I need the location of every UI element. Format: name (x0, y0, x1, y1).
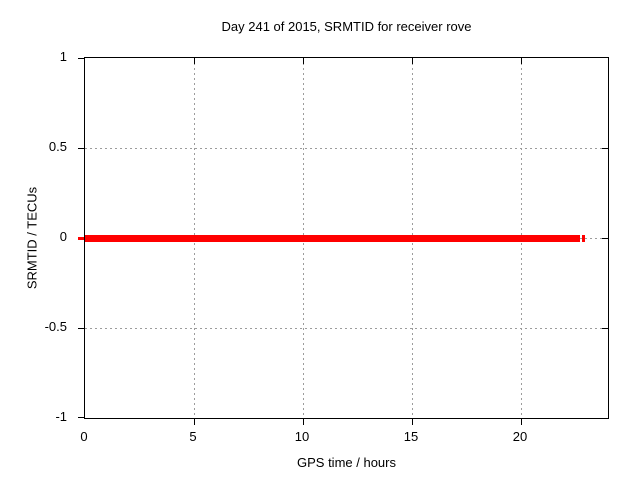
gridline-horizontal (85, 148, 608, 149)
x-tick-mark (412, 419, 413, 425)
x-tick-label: 10 (294, 429, 310, 444)
x-axis-title: GPS time / hours (297, 455, 396, 470)
y-tick-label: 0 (59, 229, 67, 244)
series-line-segment (85, 235, 580, 242)
x-tick-label: 15 (403, 429, 419, 444)
y-tick-label: -1 (55, 409, 67, 424)
x-tick-mark (303, 419, 304, 425)
y-tick-label: 1 (59, 49, 67, 64)
y-tick-mark (78, 417, 84, 418)
plot-area (78, 57, 609, 425)
x-tick-mark (521, 419, 522, 425)
y-tick-mark-mirror (602, 238, 608, 239)
x-tick-mark-mirror (194, 58, 195, 64)
y-tick-mark-mirror (602, 148, 608, 149)
x-tick-label: 5 (189, 429, 197, 444)
x-tick-label: 20 (512, 429, 528, 444)
y-tick-mark-mirror (602, 328, 608, 329)
x-tick-mark-mirror (412, 58, 413, 64)
y-tick-label: -0.5 (44, 319, 67, 334)
x-tick-mark-mirror (303, 58, 304, 64)
gridline-horizontal (85, 328, 608, 329)
series-line-segment (582, 235, 585, 242)
chart-title: Day 241 of 2015, SRMTID for receiver rov… (221, 19, 472, 34)
x-tick-mark-mirror (521, 58, 522, 64)
series-endpoint-cap (78, 237, 84, 240)
y-tick-mark (78, 148, 84, 149)
y-tick-label: 0.5 (48, 139, 67, 154)
y-tick-mark (78, 328, 84, 329)
x-tick-label: 0 (80, 429, 88, 444)
y-tick-mark (78, 58, 84, 59)
x-tick-mark (194, 419, 195, 425)
